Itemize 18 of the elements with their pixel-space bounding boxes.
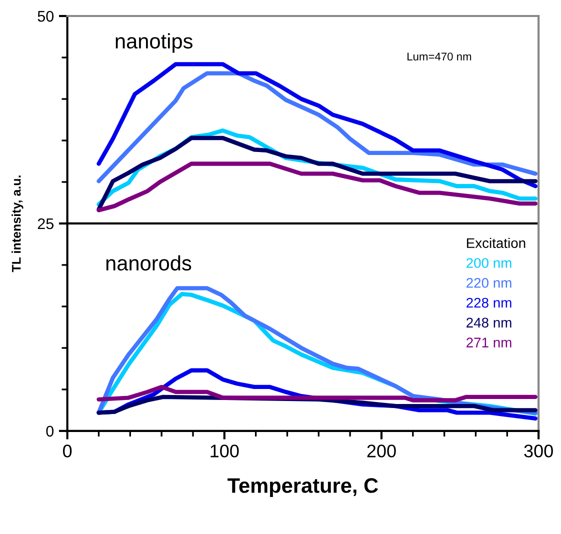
y-tick-label: 50 [38, 10, 54, 22]
text: 200 nm [466, 258, 512, 268]
x-tick-label: 300 [524, 444, 553, 458]
annotation: nanorods [106, 255, 192, 271]
x-tick-label: 200 [367, 444, 396, 458]
annotation: Lum=470 nm [408, 52, 472, 60]
text: 248 nm [466, 318, 512, 328]
y-axis-title: TL intensity, a.u. [12, 176, 24, 272]
legend-title: Excitation [466, 238, 526, 248]
y-tick-label: 0 [46, 426, 54, 437]
x-axis-title: Temperature, C [228, 478, 378, 498]
annotation: nanotips [116, 33, 192, 53]
x-tick-label: 0 [63, 444, 72, 458]
x-tick-label: 100 [210, 444, 239, 458]
text: 220 nm [466, 278, 512, 288]
text: 271 nm [466, 338, 512, 348]
y-tick-label: 25 [38, 218, 54, 230]
text: 228 nm [466, 298, 512, 308]
